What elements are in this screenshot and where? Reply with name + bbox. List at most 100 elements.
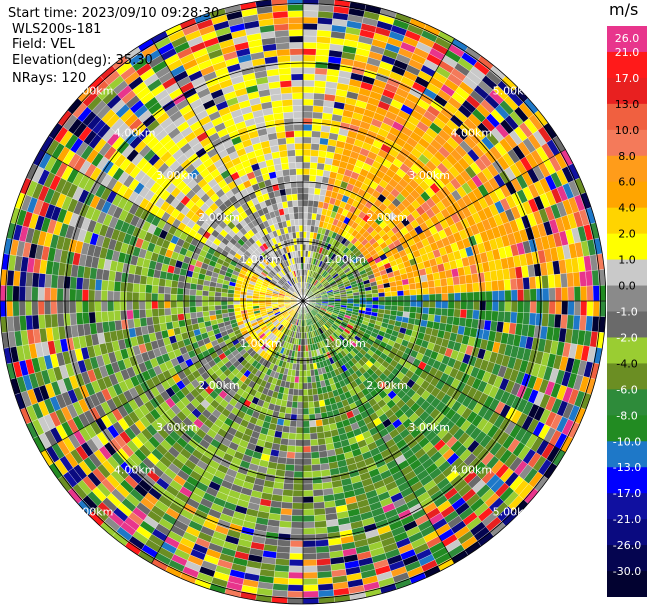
velocity-gate — [317, 570, 333, 579]
velocity-gate — [541, 313, 549, 327]
velocity-gate — [313, 508, 326, 516]
velocity-gate — [151, 285, 159, 294]
velocity-gate — [63, 313, 71, 327]
velocity-gate — [195, 289, 203, 296]
velocity-gate — [586, 285, 594, 302]
velocity-gate — [491, 300, 499, 312]
velocity-gate — [319, 405, 327, 414]
velocity-gate — [286, 451, 296, 459]
velocity-gate — [473, 291, 480, 302]
velocity-gate — [454, 292, 461, 302]
velocity-gate — [464, 318, 473, 328]
velocity-gate — [94, 279, 103, 291]
velocity-gate — [164, 286, 172, 295]
velocity-gate — [101, 279, 109, 291]
velocity-gate — [536, 300, 544, 314]
velocity-gate — [94, 289, 102, 302]
velocity-gate — [157, 293, 165, 302]
velocity-gate — [306, 369, 312, 377]
velocity-gate — [288, 559, 304, 567]
velocity-gate — [312, 489, 324, 497]
velocity-gate — [378, 296, 386, 302]
velocity-gate — [315, 539, 329, 547]
velocity-gate — [113, 281, 122, 292]
velocity-gate — [586, 300, 594, 317]
velocity-gate — [273, 570, 289, 579]
velocity-gate — [433, 279, 442, 288]
velocity-gate — [372, 296, 379, 302]
velocity-gate — [107, 310, 115, 322]
velocity-gate — [302, 489, 314, 497]
velocity-gate — [295, 426, 304, 434]
velocity-gate — [310, 375, 316, 383]
velocity-gate — [542, 300, 550, 315]
velocity-gate — [282, 489, 294, 497]
velocity-gate — [312, 111, 323, 120]
velocity-gate — [302, 206, 309, 213]
velocity-gate — [299, 357, 304, 365]
velocity-gate — [573, 300, 581, 316]
velocity-gate — [309, 174, 317, 182]
velocity-gate — [278, 450, 288, 459]
velocity-gate — [126, 282, 134, 293]
velocity-gate — [196, 311, 204, 318]
velocity-gate — [302, 4, 319, 12]
velocity-gate — [208, 305, 216, 312]
velocity-gate — [277, 456, 287, 465]
velocity-gate — [50, 313, 59, 328]
velocity-gate — [309, 432, 318, 440]
velocity-gate — [440, 308, 449, 317]
velocity-gate — [88, 311, 96, 324]
velocity-gate — [290, 521, 304, 529]
velocity-gate — [302, 508, 315, 516]
velocity-gate — [196, 316, 205, 324]
velocity-gate — [302, 105, 314, 113]
velocity-gate — [291, 502, 304, 510]
velocity-gate — [132, 283, 140, 293]
velocity-gate — [528, 312, 537, 326]
velocity-gate — [309, 420, 317, 428]
velocity-gate — [287, 438, 296, 447]
velocity-gate — [220, 292, 228, 298]
velocity-gate — [94, 311, 103, 323]
velocity-gate — [302, 452, 312, 459]
velocity-gate — [302, 496, 314, 504]
velocity-gate — [302, 61, 316, 68]
velocity-gate — [302, 244, 307, 251]
velocity-gate — [454, 300, 461, 310]
velocity-gate — [353, 300, 360, 305]
velocity-gate — [541, 275, 549, 289]
velocity-gate — [227, 304, 235, 310]
velocity-gate — [190, 317, 199, 325]
velocity-gate — [164, 279, 173, 288]
velocity-gate — [390, 286, 398, 292]
velocity-gate — [466, 291, 474, 302]
velocity-gate — [567, 300, 575, 316]
velocity-gate — [88, 289, 96, 302]
velocity-gate — [220, 300, 228, 306]
velocity-gate — [208, 300, 215, 307]
velocity-gate — [547, 274, 556, 289]
velocity-gate — [510, 278, 518, 291]
velocity-gate — [567, 286, 575, 302]
velocity-gate — [290, 534, 304, 542]
velocity-gate — [440, 278, 448, 287]
velocity-gate — [302, 187, 310, 194]
velocity-gate — [523, 300, 531, 314]
velocity-gate — [276, 462, 286, 471]
velocity-gate — [100, 300, 108, 312]
velocity-gate — [307, 206, 314, 214]
velocity-gate — [318, 143, 328, 152]
velocity-gate — [428, 287, 436, 295]
velocity-gate — [298, 382, 304, 390]
velocity-gate — [472, 309, 480, 320]
velocity-gate — [319, 456, 329, 465]
velocity-gate — [252, 300, 259, 304]
velocity-gate — [313, 99, 325, 107]
velocity-gate — [302, 471, 313, 478]
velocity-gate — [422, 287, 430, 295]
velocity-gate — [422, 307, 430, 315]
velocity-gate — [479, 291, 487, 302]
velocity-gate — [458, 275, 467, 285]
velocity-gate — [302, 584, 319, 592]
